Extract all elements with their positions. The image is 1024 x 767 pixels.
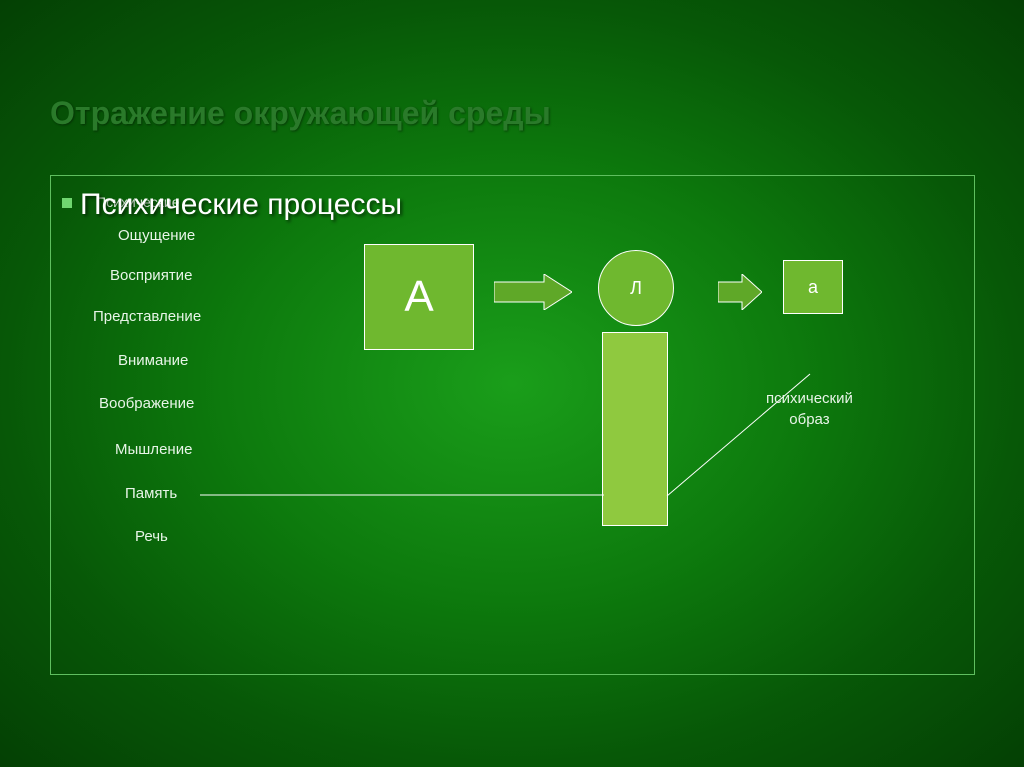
node-a-label: А	[404, 272, 433, 322]
subtitle: Психические процессы	[80, 188, 402, 222]
bullet-icon	[62, 198, 72, 208]
list-item: Ощущение	[118, 227, 195, 244]
node-small-a-label: а	[808, 277, 818, 298]
list-item: Мышление	[115, 441, 192, 458]
label-line-1: психический	[766, 388, 853, 409]
node-a-square: А	[364, 244, 474, 350]
label-psychic-image: психический образ	[766, 388, 853, 430]
arrow-icon	[494, 274, 572, 310]
list-item: Память	[125, 485, 177, 502]
list-item: Восприятие	[110, 267, 192, 284]
list-item: Воображение	[99, 395, 194, 412]
node-rect	[602, 332, 668, 526]
list-item: Внимание	[118, 352, 188, 369]
label-line-2: образ	[766, 409, 853, 430]
list-item: Речь	[135, 528, 168, 545]
arrow-icon	[718, 274, 762, 310]
slide-title: Отражение окружающей среды	[50, 95, 551, 132]
list-item: Представление	[93, 308, 201, 325]
node-small-a-square: а	[783, 260, 843, 314]
node-l-label: Л	[630, 278, 642, 299]
node-l-circle: Л	[598, 250, 674, 326]
